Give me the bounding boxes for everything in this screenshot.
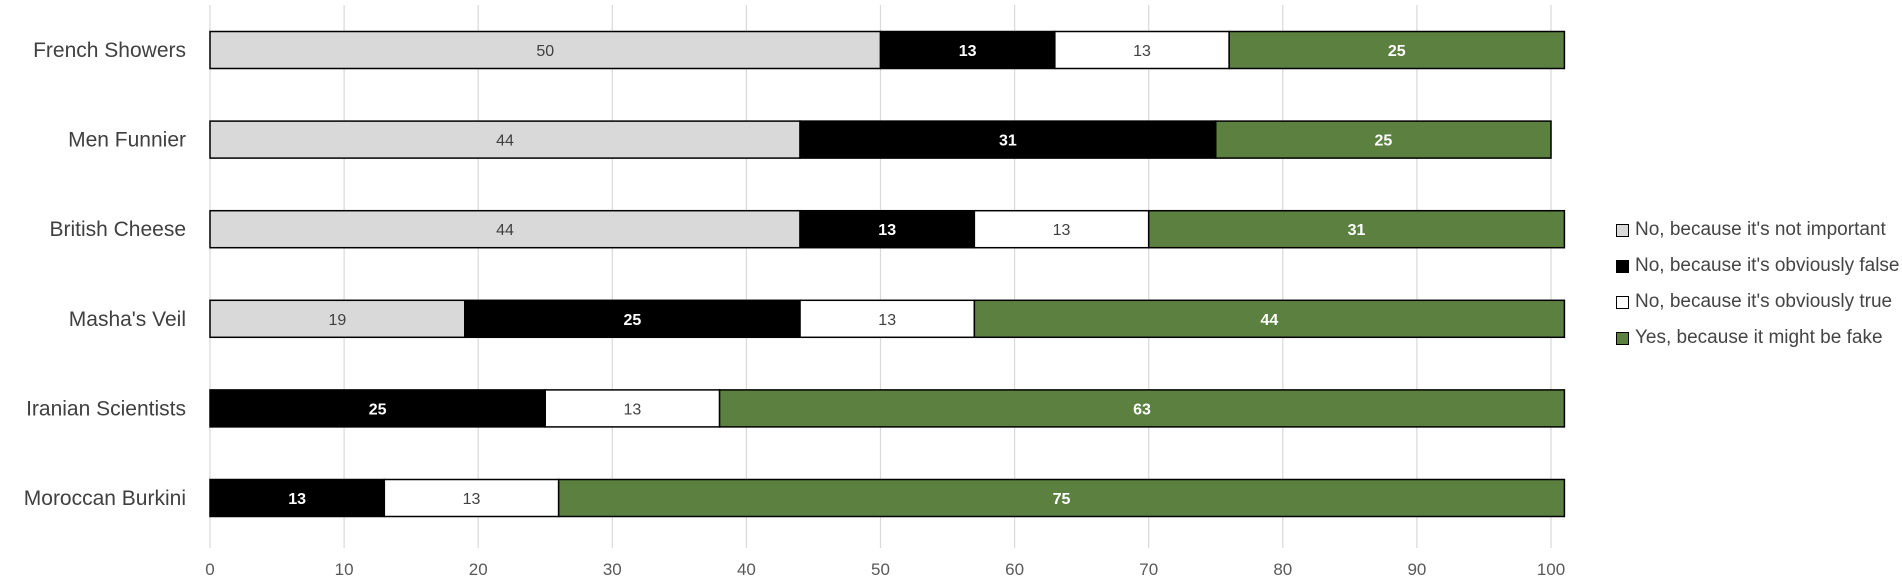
- bar-segment: [209, 120, 801, 159]
- x-tick-label: 20: [469, 560, 488, 579]
- data-label: 31: [1348, 222, 1366, 239]
- data-label: 13: [463, 491, 481, 508]
- data-label: 25: [1388, 43, 1406, 60]
- bar-segment: [209, 30, 882, 70]
- legend: No, because it's not important No, becaus…: [1616, 212, 1900, 356]
- data-label: 75: [1053, 491, 1071, 508]
- bar-segment: [879, 30, 1056, 70]
- bar-segment: [799, 209, 976, 249]
- data-label: 13: [959, 43, 977, 60]
- bar-segment: [718, 389, 1566, 428]
- legend-label: No, because it's obviously false: [1635, 255, 1900, 276]
- x-tick-label: 10: [335, 560, 354, 579]
- category-label: British Cheese: [49, 218, 186, 241]
- x-tick-label: 80: [1273, 560, 1292, 579]
- data-label: 19: [328, 312, 346, 329]
- bar-segment: [464, 299, 801, 339]
- legend-item: No, because it's obviously false: [1616, 248, 1900, 284]
- x-tick-label: 0: [205, 560, 214, 579]
- bar-segment: [383, 478, 560, 518]
- x-tick-label: 50: [871, 560, 890, 579]
- category-label: Moroccan Burkini: [24, 487, 186, 510]
- data-label: 25: [1374, 133, 1392, 150]
- data-label: 44: [496, 133, 514, 150]
- legend-swatch: [1616, 259, 1629, 273]
- category-label: Iranian Scientists: [26, 397, 186, 420]
- bar-segment: [1147, 209, 1566, 249]
- x-tick-label: 40: [737, 560, 756, 579]
- bar-segment: [557, 478, 1566, 518]
- bar-segment: [1215, 120, 1552, 159]
- data-label: 13: [1053, 222, 1071, 239]
- data-label: 50: [536, 43, 554, 60]
- category-label: Men Funnier: [68, 129, 186, 152]
- bar-segment: [799, 299, 976, 339]
- bars: [209, 30, 1566, 518]
- bar-segment: [209, 478, 386, 518]
- data-label: 13: [288, 491, 306, 508]
- legend-item: No, because it's obviously true: [1616, 284, 1900, 320]
- legend-item: No, because it's not important: [1616, 212, 1900, 248]
- category-label: French Showers: [33, 39, 186, 62]
- data-label: 44: [496, 222, 514, 239]
- x-tick-label: 60: [1005, 560, 1024, 579]
- legend-item: Yes, because it might be fake: [1616, 320, 1900, 356]
- x-tick-label: 70: [1139, 560, 1158, 579]
- legend-swatch: [1616, 223, 1629, 237]
- data-label: 44: [1260, 312, 1278, 329]
- data-labels: 50 13 13 25 44 31 25 44 13 13 31 19 25 13 44 25 13 63 13 13…: [288, 43, 1406, 508]
- data-label: 13: [878, 312, 896, 329]
- bar-segment: [799, 120, 1217, 159]
- data-label: 63: [1133, 401, 1151, 418]
- data-label: 31: [999, 133, 1017, 150]
- bar-segment: [973, 299, 1566, 339]
- x-tick-label: 90: [1407, 560, 1426, 579]
- data-label: 25: [624, 312, 642, 329]
- bar-segment: [1228, 30, 1566, 70]
- x-axis-tick-labels: 0 10 20 30 40 50 60 70 80 90 100: [205, 560, 1565, 579]
- x-tick-label: 30: [603, 560, 622, 579]
- data-label: 25: [369, 401, 387, 418]
- legend-swatch: [1616, 295, 1629, 309]
- category-labels: French Showers Men Funnier British Cheese M…: [24, 39, 186, 510]
- bar-segment: [209, 389, 546, 428]
- legend-label: No, because it's obviously true: [1635, 291, 1893, 312]
- bar-segment: [209, 299, 466, 339]
- x-tick-label: 100: [1537, 560, 1565, 579]
- bar-segment: [973, 209, 1150, 249]
- gridlines: [209, 5, 1552, 548]
- category-label: Masha's Veil: [69, 308, 186, 331]
- data-label: 13: [1133, 43, 1151, 60]
- legend-swatch: [1616, 331, 1629, 345]
- data-label: 13: [878, 222, 896, 239]
- data-label: 13: [624, 401, 642, 418]
- bar-segment: [544, 389, 721, 428]
- legend-label: No, because it's not important: [1635, 219, 1886, 240]
- legend-label: Yes, because it might be fake: [1635, 327, 1883, 348]
